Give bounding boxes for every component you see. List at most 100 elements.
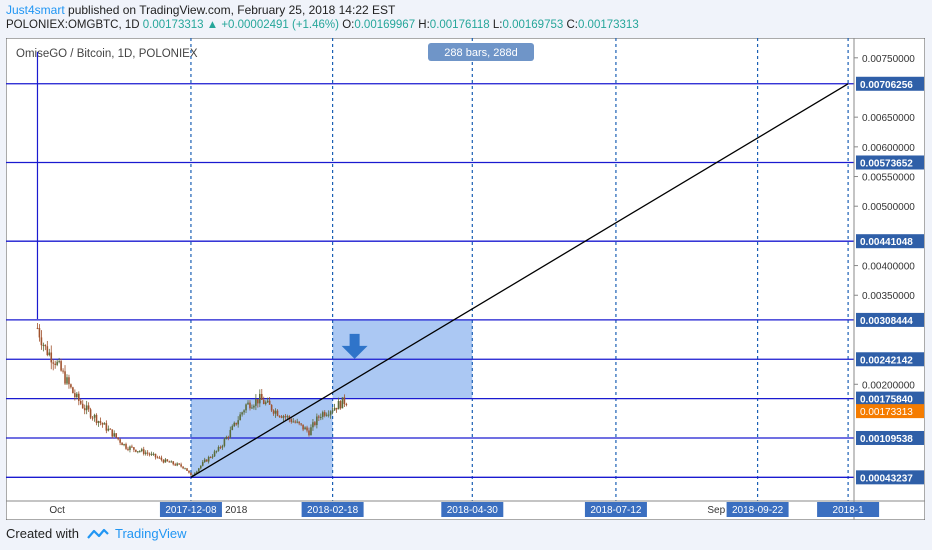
candle-body <box>270 404 273 411</box>
candle-body <box>260 393 263 400</box>
level-price-tag-6: 0.00109538 <box>856 430 924 445</box>
x-tick-label-1: 2018 <box>225 505 248 516</box>
author-link[interactable]: Just4smart <box>6 3 65 17</box>
candle-body <box>138 451 141 453</box>
candle-body <box>105 423 108 431</box>
candle-body <box>133 447 135 450</box>
close-label: C: <box>566 19 578 31</box>
price-chart[interactable]: OmiseGO / Bitcoin, 1D, POLONIEX 288 bars… <box>6 38 925 520</box>
candle-body <box>259 393 261 404</box>
candle-body <box>339 401 342 409</box>
date-tag-3: 2018-07-12 <box>584 502 647 517</box>
level-price-tag-text: 0.00706256 <box>860 80 913 91</box>
date-tag-2: 2018-04-30 <box>441 502 504 517</box>
level-price-tag-bg <box>856 155 924 170</box>
candle-body <box>97 421 100 423</box>
vertical-grid-layer <box>190 38 849 501</box>
candle-body <box>294 421 297 423</box>
date-tag-text: 2018-1 <box>833 505 865 516</box>
level-price-tag-bg <box>856 391 924 406</box>
candle-body <box>302 424 304 430</box>
candle-body <box>337 401 340 410</box>
y-tick-label: 0.00750000 <box>862 54 915 65</box>
candle-body <box>223 439 226 446</box>
y-tick-label: 0.00650000 <box>862 113 915 124</box>
y-tick-label: 0.00400000 <box>862 262 915 273</box>
y-axis-layer: 0.00750000 0.00650000 0.00600000 0.00550000… <box>853 38 924 520</box>
candle-body <box>235 422 237 425</box>
candle-body <box>180 464 182 467</box>
candle-body <box>72 387 74 394</box>
date-tag-bg <box>584 502 647 517</box>
candle-body <box>320 416 322 418</box>
candle-body <box>68 377 70 385</box>
candle-body <box>46 346 49 356</box>
candle-body <box>304 427 306 430</box>
candle-body <box>135 449 137 452</box>
candle-body <box>251 407 253 409</box>
candle-body <box>257 399 259 404</box>
y-tick-label: 0.00200000 <box>862 380 915 391</box>
candle-body <box>243 410 245 413</box>
candle-body <box>64 371 66 384</box>
candle-body <box>205 459 208 462</box>
candle-body <box>58 361 60 363</box>
candle-body <box>253 405 255 408</box>
x-tick-label-2: Sep <box>707 505 725 516</box>
candle-body <box>99 421 102 423</box>
candle-body <box>87 405 90 410</box>
candle-body <box>103 423 106 425</box>
candle-body <box>290 419 293 422</box>
date-tag-text: 2017-12-08 <box>165 505 217 516</box>
level-price-tag-7: 0.00043237 <box>856 470 924 485</box>
candle-body <box>237 420 239 425</box>
date-tag-bg <box>726 502 789 517</box>
candle-body <box>150 453 153 455</box>
date-tag-1: 2018-02-18 <box>301 502 364 517</box>
candle-body <box>182 466 184 469</box>
candle-body <box>241 412 243 415</box>
level-price-tag-bg <box>856 234 924 249</box>
candle-body <box>280 416 283 418</box>
symbol-info: POLONIEX:OMGBTC, 1D 0.00173313 ▲ +0.0000… <box>6 19 639 31</box>
candle-body <box>107 428 110 431</box>
candle-body <box>325 414 328 416</box>
candle-body <box>95 414 98 423</box>
tradingview-link[interactable]: TradingView <box>87 526 187 541</box>
candle-body <box>213 451 216 457</box>
level-price-tag-bg <box>856 312 924 327</box>
measure-label-bg <box>428 43 534 61</box>
candle-body <box>188 470 190 473</box>
candle-body <box>217 447 220 451</box>
candle-body <box>282 416 285 418</box>
candle-body <box>101 422 104 425</box>
candle-body <box>60 361 62 371</box>
candle-body <box>312 422 314 428</box>
candle-body <box>123 444 125 446</box>
candle-body <box>245 404 247 411</box>
candle-body <box>196 471 198 474</box>
candle-body <box>164 459 167 463</box>
level-price-tag-bg <box>856 470 924 485</box>
candle-body <box>111 429 114 437</box>
candle-body <box>170 461 173 463</box>
candle-body <box>221 445 224 448</box>
candle-body <box>318 416 320 418</box>
candle-body <box>154 453 157 458</box>
candle-body <box>323 412 326 416</box>
levels-layer <box>6 83 854 478</box>
published-text: published on TradingView.com, February 2… <box>64 3 396 17</box>
level-price-tag-text: 0.00175840 <box>860 395 913 406</box>
candle-body <box>178 463 180 465</box>
level-price-tag-4: 0.00242142 <box>856 352 924 367</box>
candle-body <box>262 399 265 405</box>
candle-body <box>211 456 214 458</box>
created-with-label: Created with <box>6 526 79 541</box>
y-tick-label: 0.00550000 <box>862 173 915 184</box>
candle-body <box>266 400 269 403</box>
candle-body <box>278 415 281 417</box>
candle-body <box>333 407 336 411</box>
candle-body <box>129 446 131 450</box>
candle-body <box>316 416 318 426</box>
candle-body <box>79 400 82 404</box>
